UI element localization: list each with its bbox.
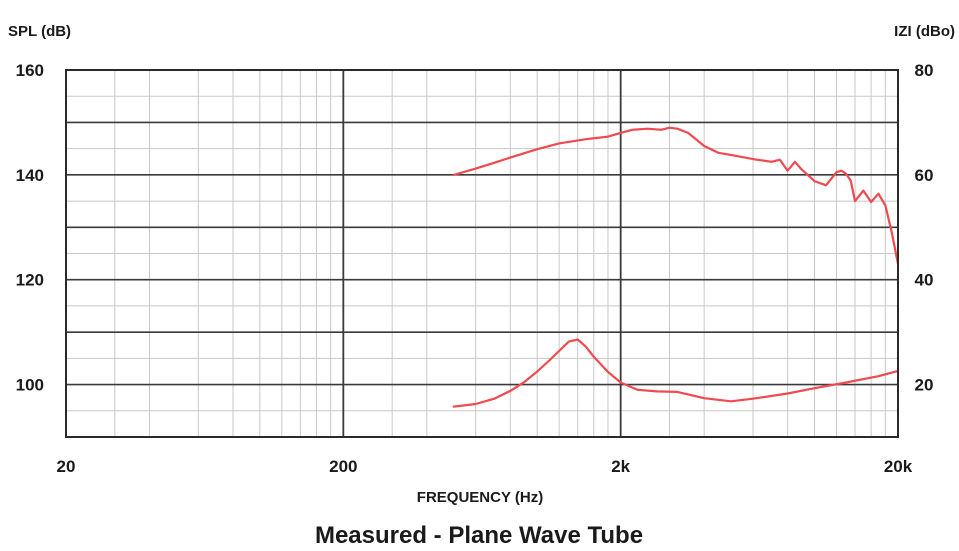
x-tick-label: 20k bbox=[884, 457, 913, 476]
minor-gridlines bbox=[66, 70, 898, 437]
left-y-tick-label: 160 bbox=[16, 61, 44, 80]
left-y-tick-label: 120 bbox=[16, 271, 44, 290]
series-layer bbox=[452, 126, 900, 408]
impedance-line bbox=[452, 338, 900, 408]
left-y-tick-label: 100 bbox=[16, 376, 44, 395]
spl-response-line bbox=[452, 126, 900, 266]
chart-title: Measured - Plane Wave Tube bbox=[315, 522, 643, 549]
x-axis-label: FREQUENCY (Hz) bbox=[417, 489, 543, 506]
left-y-tick-label: 140 bbox=[16, 166, 44, 185]
left-axis-label: SPL (dB) bbox=[8, 23, 71, 40]
tick-labels: 20 200 2k 20k 160 140 120 100 80 60 40 20 bbox=[16, 61, 934, 476]
right-y-tick-label: 80 bbox=[915, 61, 934, 80]
plot-frame bbox=[65, 69, 899, 438]
right-axis-label: IZI (dBo) bbox=[894, 23, 955, 40]
right-y-tick-label: 60 bbox=[915, 166, 934, 185]
x-tick-label: 20 bbox=[57, 457, 76, 476]
x-tick-label: 2k bbox=[611, 457, 630, 476]
right-y-tick-label: 20 bbox=[915, 376, 934, 395]
right-y-tick-label: 40 bbox=[915, 271, 934, 290]
x-tick-label: 200 bbox=[329, 457, 357, 476]
